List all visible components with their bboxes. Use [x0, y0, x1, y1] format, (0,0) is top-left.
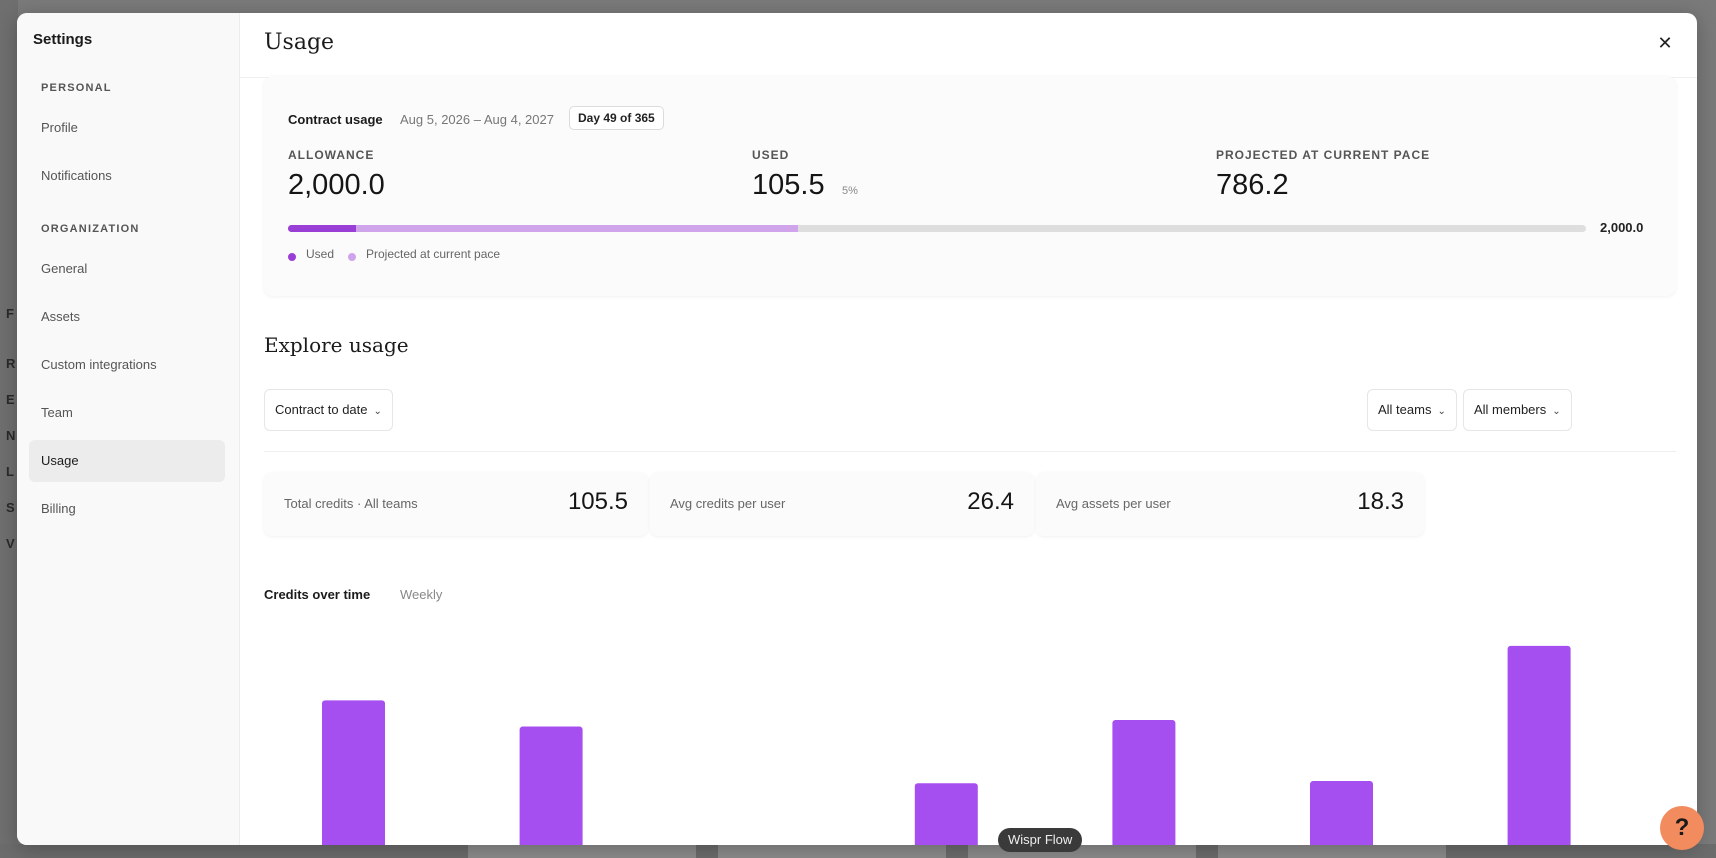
progress-max-label: 2,000.0	[1600, 220, 1644, 235]
page-title: Usage	[264, 30, 335, 55]
background-card	[718, 842, 946, 858]
sidebar-item-assets[interactable]: Assets	[41, 309, 81, 324]
chevron-down-icon: ⌄	[1437, 406, 1446, 417]
progress-used-fill	[288, 225, 357, 232]
sidebar-item-team[interactable]: Team	[41, 405, 73, 420]
contract-usage-title: Contract usage	[288, 112, 383, 127]
chart-bar[interactable]	[1112, 720, 1176, 845]
sidebar-item-notifications[interactable]: Notifications	[41, 168, 112, 183]
background-rail-glyph: F	[6, 306, 14, 321]
metric-card-total-credits: Total credits · All teams 105.5	[264, 472, 648, 536]
used-percent: 5%	[842, 185, 858, 197]
sidebar-section-organization: ORGANIZATION	[41, 223, 140, 235]
chart-bar[interactable]	[322, 700, 385, 845]
contract-usage-card: Contract usage Aug 5, 2026 – Aug 4, 2027…	[264, 76, 1676, 296]
metric-label: Total credits · All teams	[284, 496, 418, 511]
background-rail-glyph: N	[6, 428, 16, 443]
background-app-rail	[0, 0, 18, 858]
chart-period: Weekly	[400, 587, 443, 602]
day-badge: Day 49 of 365	[569, 106, 664, 130]
members-dropdown[interactable]: All members ⌄	[1463, 389, 1572, 431]
allowance-value: 2,000.0	[288, 169, 385, 201]
metric-card-avg-credits: Avg credits per user 26.4	[650, 472, 1034, 536]
credits-bar-chart	[322, 645, 1571, 845]
chart-bar[interactable]	[519, 726, 583, 845]
chevron-down-icon: ⌄	[373, 406, 382, 417]
legend-projected-dot	[348, 253, 356, 261]
chart-bar[interactable]	[1310, 781, 1373, 845]
metric-value: 26.4	[967, 488, 1014, 515]
wispr-flow-pill[interactable]: Wispr Flow	[998, 828, 1083, 852]
background-rail-glyph: R	[6, 356, 16, 371]
sidebar-item-profile[interactable]: Profile	[41, 120, 78, 135]
metric-label: Avg credits per user	[670, 496, 786, 511]
allowance-label: ALLOWANCE	[288, 148, 375, 162]
settings-modal: Settings PERSONAL Profile Notifications …	[17, 13, 1697, 845]
chart-bar[interactable]	[914, 783, 978, 845]
credits-chart	[264, 613, 1676, 845]
background-card	[1218, 842, 1446, 858]
chart-title: Credits over time	[264, 587, 371, 602]
metric-cards: Total credits · All teams 105.5 Avg cred…	[264, 472, 1424, 536]
chevron-down-icon: ⌄	[1552, 406, 1561, 417]
metric-value: 18.3	[1357, 488, 1404, 515]
metric-card-avg-assets: Avg assets per user 18.3	[1036, 472, 1424, 536]
sidebar-title: Settings	[33, 31, 93, 48]
metric-label: Avg assets per user	[1056, 496, 1171, 511]
legend-used-label: Used	[306, 247, 335, 261]
background-rail-glyph: E	[6, 392, 15, 407]
explore-usage-title: Explore usage	[264, 333, 409, 357]
filters-divider	[264, 451, 1676, 452]
members-dropdown-label: All members	[1474, 402, 1547, 417]
teams-dropdown[interactable]: All teams ⌄	[1367, 389, 1457, 431]
date-range-label: Contract to date	[275, 402, 368, 417]
background-card	[468, 842, 696, 858]
used-value: 105.5	[752, 169, 825, 201]
teams-dropdown-label: All teams	[1378, 402, 1432, 417]
chart-bar[interactable]	[1507, 645, 1571, 845]
projected-label: PROJECTED AT CURRENT PACE	[1216, 148, 1431, 162]
sidebar-item-usage[interactable]: Usage	[29, 440, 225, 482]
help-button[interactable]: ?	[1660, 806, 1704, 850]
background-rail-glyph: L	[6, 464, 14, 479]
settings-sidebar: Settings PERSONAL Profile Notifications …	[17, 13, 240, 845]
used-label: USED	[752, 148, 790, 162]
progress-projected-fill	[288, 225, 799, 232]
usage-progress-bar	[288, 225, 1586, 232]
contract-dates: Aug 5, 2026 – Aug 4, 2027	[400, 112, 554, 127]
sidebar-item-custom-integrations[interactable]: Custom integrations	[41, 357, 157, 372]
date-range-dropdown[interactable]: Contract to date ⌄	[264, 389, 393, 431]
sidebar-section-personal: PERSONAL	[41, 82, 112, 94]
sidebar-item-general[interactable]: General	[41, 261, 88, 276]
close-icon[interactable]: ✕	[1657, 33, 1673, 53]
usage-main: Usage ✕ Contract usage Aug 5, 2026 – Aug…	[240, 13, 1697, 845]
background-rail-glyph: V	[6, 536, 15, 551]
projected-value: 786.2	[1216, 169, 1289, 201]
legend-projected-label: Projected at current pace	[366, 247, 501, 261]
main-header: Usage ✕	[240, 13, 1697, 78]
sidebar-item-billing[interactable]: Billing	[41, 501, 76, 516]
background-rail-glyph: S	[6, 500, 15, 515]
metric-value: 105.5	[567, 488, 628, 515]
legend-used-dot	[288, 253, 296, 261]
